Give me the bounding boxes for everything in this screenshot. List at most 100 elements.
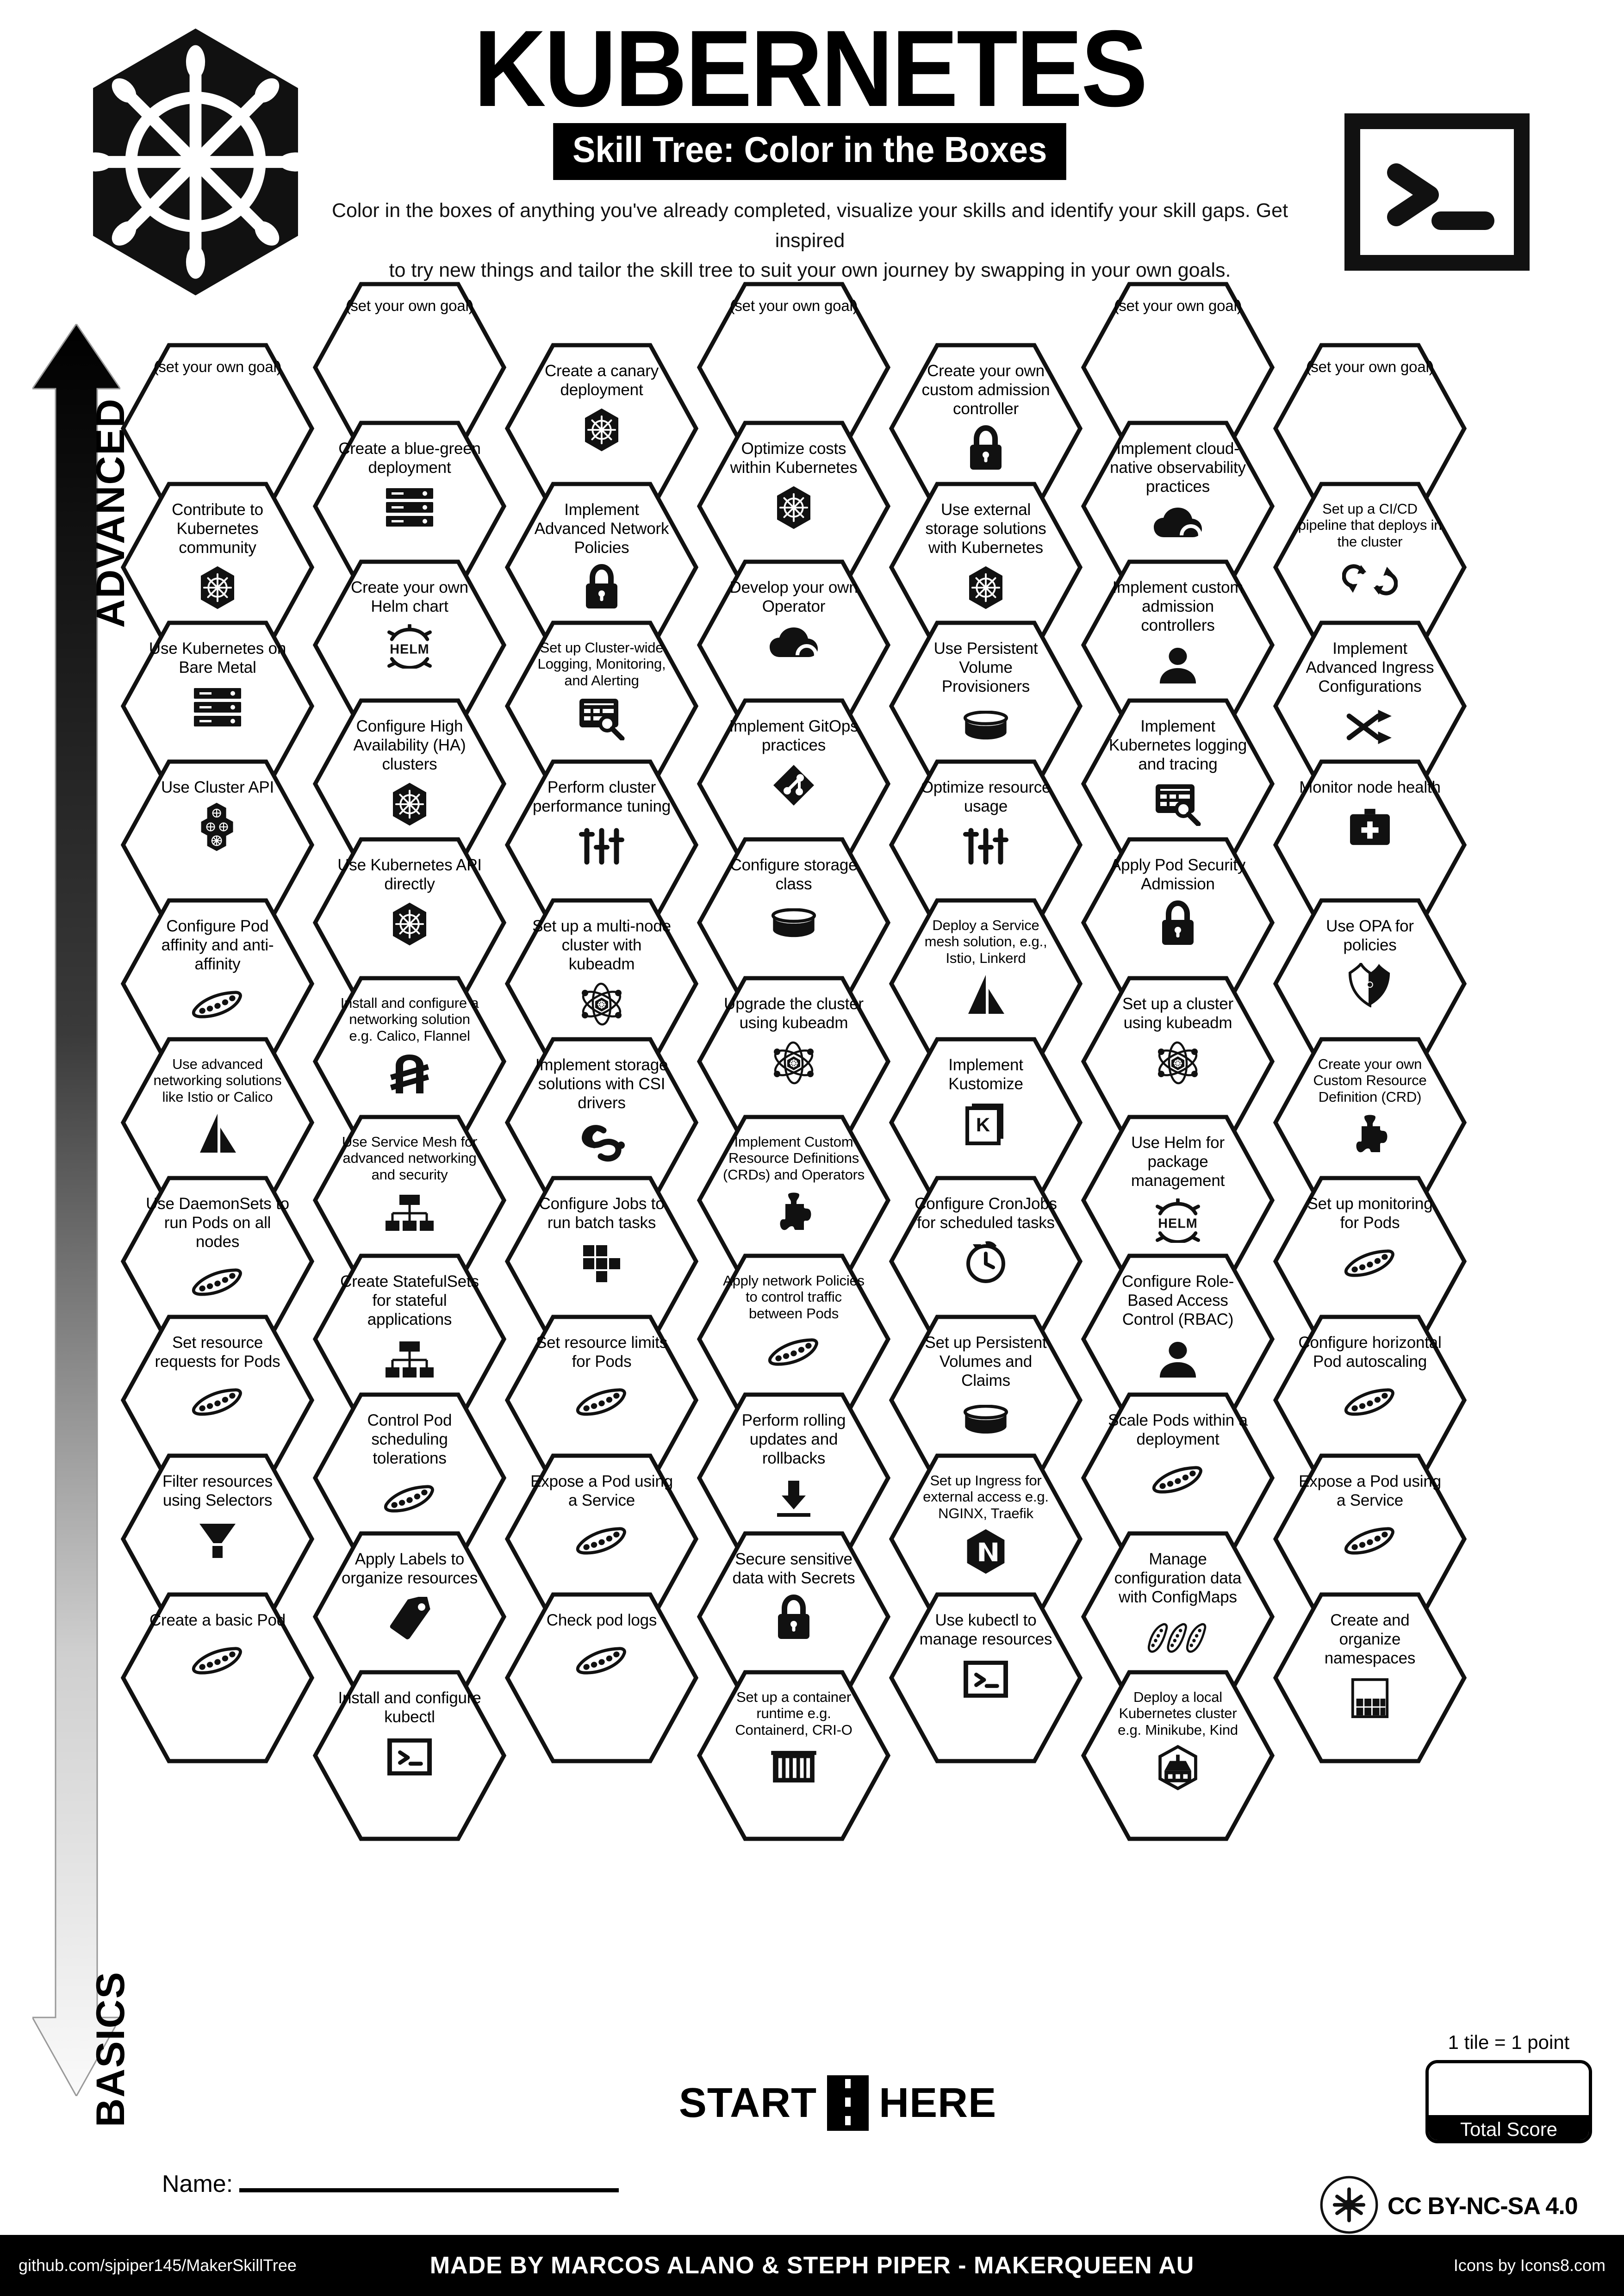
skill-tile[interactable]: Apply Labels to organize resources <box>312 1531 507 1703</box>
shuffle-arrows-icon <box>1344 701 1395 752</box>
skill-tile-label: Use OPA for policies <box>1326 917 1414 954</box>
skill-tile[interactable]: Secure sensitive data with Secrets <box>697 1531 891 1703</box>
skill-tile[interactable]: Set up Cluster-wide Logging, Monitoring,… <box>504 620 699 792</box>
footer-repo-link[interactable]: github.com/sjpiper145/MakerSkillTree <box>19 2256 297 2275</box>
skill-tile[interactable]: Implement Kustomize K <box>889 1036 1083 1209</box>
skill-tile-label: Set up a cluster using kubeadm <box>1122 995 1233 1032</box>
skill-tile[interactable]: Configure Jobs to run batch tasks <box>504 1175 699 1347</box>
skill-tile[interactable]: Deploy a local Kubernetes cluster e.g. M… <box>1081 1669 1275 1842</box>
skill-tile[interactable]: Use Kubernetes on Bare Metal <box>120 620 315 792</box>
skill-tile[interactable]: Set up Persistent Volumes and Claims <box>889 1314 1083 1486</box>
skill-tile[interactable]: Set up a multi-node cluster with kubeadm <box>504 898 699 1070</box>
database-disk-icon <box>962 701 1010 752</box>
svg-text:K: K <box>976 1114 990 1136</box>
skill-tile-label: Scale Pods within a deployment <box>1108 1411 1248 1448</box>
skill-tile-label: Create your own Custom Resource Definiti… <box>1313 1056 1427 1105</box>
skill-tile[interactable]: Configure Role-Based Access Control (RBA… <box>1081 1253 1275 1425</box>
org-chart-icon <box>384 1334 436 1385</box>
skill-tile[interactable]: Expose a Pod using a Service <box>1273 1453 1467 1625</box>
skill-tile[interactable]: (set your own goal) <box>120 342 315 515</box>
skill-tile-label: Apply network Policies to control traffi… <box>723 1272 865 1322</box>
total-score-box[interactable]: Total Score <box>1425 2060 1592 2143</box>
sliders-icon <box>579 821 625 872</box>
skill-tile[interactable]: Perform rolling updates and rollbacks <box>697 1392 891 1564</box>
skill-tile[interactable]: Manage configuration data with ConfigMap… <box>1081 1531 1275 1703</box>
skill-tile[interactable]: Set up a container runtime e.g. Containe… <box>697 1669 891 1842</box>
skill-tile[interactable]: Configure storage class <box>697 837 891 1009</box>
skill-tile-label: Configure Role-Based Access Control (RBA… <box>1121 1272 1234 1328</box>
atom-kubernetes-icon <box>578 979 626 1030</box>
name-field-row[interactable]: Name: <box>162 2170 619 2198</box>
skill-tile-label: Apply Labels to organize resources <box>341 1550 478 1587</box>
skill-tile[interactable]: Create your own custom admission control… <box>889 342 1083 515</box>
skill-tile[interactable]: Install and configure a networking solut… <box>312 975 507 1148</box>
difficulty-axis-arrow <box>31 323 122 2098</box>
skill-tile-label: Monitor node health <box>1299 778 1441 796</box>
padlock-icon <box>966 423 1005 474</box>
skill-tile[interactable]: (set your own goal) <box>1273 342 1467 515</box>
padlock-icon <box>774 1593 813 1644</box>
name-input-line[interactable] <box>239 2188 619 2192</box>
nginx-logo-icon <box>964 1526 1008 1577</box>
skill-tile[interactable]: Create and organize namespaces <box>1273 1592 1467 1764</box>
svg-text:HELM: HELM <box>390 642 429 657</box>
skill-tile-label: Manage configuration data with ConfigMap… <box>1114 1550 1242 1606</box>
skill-tile-label: Install and configure kubectl <box>338 1689 481 1726</box>
skill-tile-label: Perform rolling updates and rollbacks <box>741 1411 846 1467</box>
score-input-area[interactable] <box>1429 2063 1589 2115</box>
skill-tile-label: Configure horizontal Pod autoscaling <box>1298 1334 1442 1371</box>
opa-mask-icon <box>1346 960 1394 1011</box>
skill-tile[interactable]: Use external storage solutions with Kube… <box>889 481 1083 653</box>
tag-icon <box>386 1593 433 1644</box>
skill-tile[interactable]: Configure CronJobs for scheduled tasks <box>889 1175 1083 1347</box>
skill-tile-label: Set up a CI/CD pipeline that deploys in … <box>1298 501 1442 550</box>
skill-tile-label: (set your own goal) <box>1114 297 1242 314</box>
skill-tile-label: Use DaemonSets to run Pods on all nodes <box>146 1195 289 1251</box>
kubernetes-wheel-icon <box>581 404 622 455</box>
skill-tile[interactable]: Implement cloud-native observability pra… <box>1081 420 1275 592</box>
skill-tile[interactable]: Create a blue-green deployment <box>312 420 507 592</box>
page-title: KUBERNETES <box>473 7 1148 129</box>
skill-tile[interactable]: Create your own Custom Resource Definiti… <box>1273 1036 1467 1209</box>
skill-tile[interactable]: Upgrade the cluster using kubeadm <box>697 975 891 1148</box>
skill-tile-label: Set up Cluster-wide Logging, Monitoring,… <box>537 639 666 689</box>
skill-tile[interactable]: Implement Advanced Ingress Configuration… <box>1273 620 1467 792</box>
skill-tile[interactable]: Set up Ingress for external access e.g. … <box>889 1453 1083 1625</box>
log-search-icon <box>578 693 626 744</box>
footer-icon-credit[interactable]: Icons by Icons8.com <box>1453 2256 1605 2275</box>
istio-sail-icon <box>965 971 1006 1022</box>
page-footer: github.com/sjpiper145/MakerSkillTree MAD… <box>0 2235 1624 2296</box>
git-branch-icon <box>772 760 815 811</box>
skill-tile[interactable]: Use advanced networking solutions like I… <box>120 1036 315 1209</box>
pea-pod-icon <box>191 979 244 1030</box>
skill-tile[interactable]: Check pod logs <box>504 1592 699 1764</box>
skill-tile-label: Expose a Pod using a Service <box>530 1472 673 1509</box>
skill-tile[interactable]: Install and configure kubectl <box>312 1669 507 1842</box>
skill-tile[interactable]: Use Service Mesh for advanced networking… <box>312 1114 507 1286</box>
skill-tile[interactable]: Use Helm for package management HELM <box>1081 1114 1275 1286</box>
skill-tile[interactable]: Apply Pod Security Admission <box>1081 837 1275 1009</box>
skill-tile[interactable]: Set resource limits for Pods <box>504 1314 699 1486</box>
footer-credits: MADE BY MARCOS ALANO & STEPH PIPER - MAK… <box>429 2252 1195 2279</box>
skill-tile[interactable]: Use Kubernetes API directly <box>312 837 507 1009</box>
skill-tile-label: Configure High Availability (HA) cluster… <box>353 717 466 773</box>
title-block: KUBERNETES Skill Tree: Color in the Boxe… <box>324 7 1296 285</box>
pea-pod-icon <box>1343 1237 1397 1288</box>
skill-tile[interactable]: Configure Pod affinity and anti-affinity <box>120 898 315 1070</box>
skill-tile[interactable]: Scale Pods within a deployment <box>1081 1392 1275 1564</box>
skill-tile[interactable]: Create a basic Pod <box>120 1592 315 1764</box>
skill-tile[interactable]: Optimize resource usage <box>889 759 1083 931</box>
pea-pod-icon <box>575 1635 628 1686</box>
skill-tile[interactable]: Use OPA for policies <box>1273 898 1467 1070</box>
skill-tile[interactable]: Use kubectl to manage resources <box>889 1592 1083 1764</box>
skill-tile[interactable]: Implement GitOps practices <box>697 698 891 870</box>
skill-tile[interactable]: Set up a cluster using kubeadm <box>1081 975 1275 1148</box>
log-search-icon <box>1154 779 1202 830</box>
skill-tile[interactable]: Implement custom admission controllers <box>1081 559 1275 731</box>
skill-tile[interactable]: Perform cluster performance tuning <box>504 759 699 931</box>
skill-tile[interactable]: Optimize costs within Kubernetes <box>697 420 891 592</box>
skill-tile-label: Set up Persistent Volumes and Claims <box>925 1334 1047 1390</box>
skill-tile-label: Use Kubernetes API directly <box>337 856 482 893</box>
skill-tile[interactable]: Apply network Policies to control traffi… <box>697 1253 891 1425</box>
skill-tile[interactable]: Deploy a Service mesh solution, e.g., Is… <box>889 898 1083 1070</box>
